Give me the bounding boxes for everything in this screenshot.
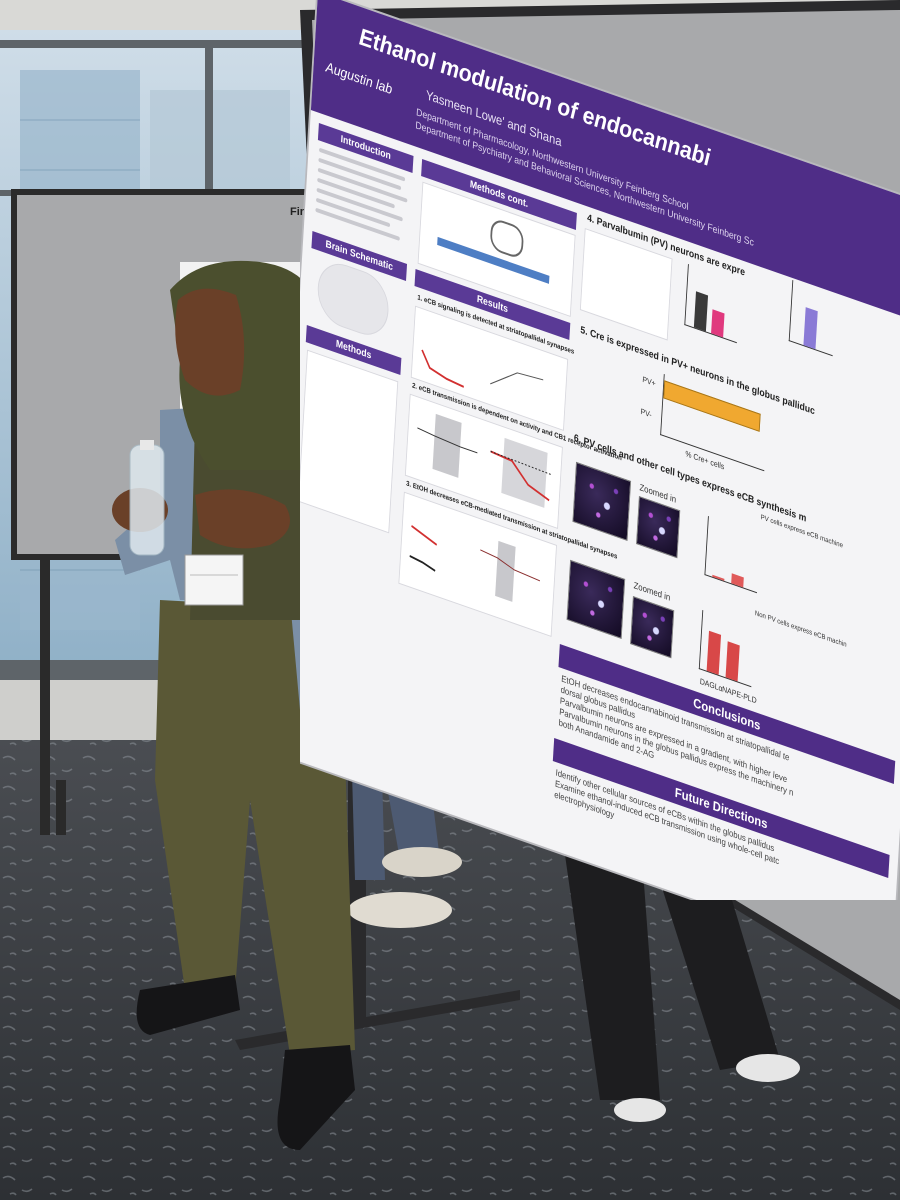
lab-logo-text: Augustin lab	[325, 58, 393, 98]
micrograph-nonpv-zoom-1	[630, 596, 675, 659]
result-3-figure	[398, 491, 557, 637]
result-2-figure	[404, 393, 563, 529]
poster-viewport: Ethanol modulation of endocannabi Yasmee…	[300, 0, 900, 900]
background-board-label: Fir	[290, 206, 305, 218]
micrograph-pv-zoom-1	[636, 496, 681, 559]
result-1-figure	[410, 305, 569, 431]
research-poster: Ethanol modulation of endocannabi Yasmee…	[300, 0, 900, 900]
micrograph-pv-1	[572, 461, 632, 541]
bar-label-dagla: DAGLα	[699, 676, 723, 694]
cre-ylabel-pv-plus: PV+	[642, 374, 656, 389]
section-4-chart	[684, 264, 741, 344]
micrograph-nonpv-1	[566, 559, 626, 639]
methods-figure	[300, 349, 399, 534]
section-4-chart-2	[788, 280, 837, 357]
pv-cells-chart	[704, 516, 761, 594]
cre-ylabel-pv-minus: PV-	[640, 406, 652, 420]
nonpv-cells-chart	[698, 610, 755, 688]
section-6-sub-2: Non PV cells express eCB machin	[754, 610, 847, 649]
